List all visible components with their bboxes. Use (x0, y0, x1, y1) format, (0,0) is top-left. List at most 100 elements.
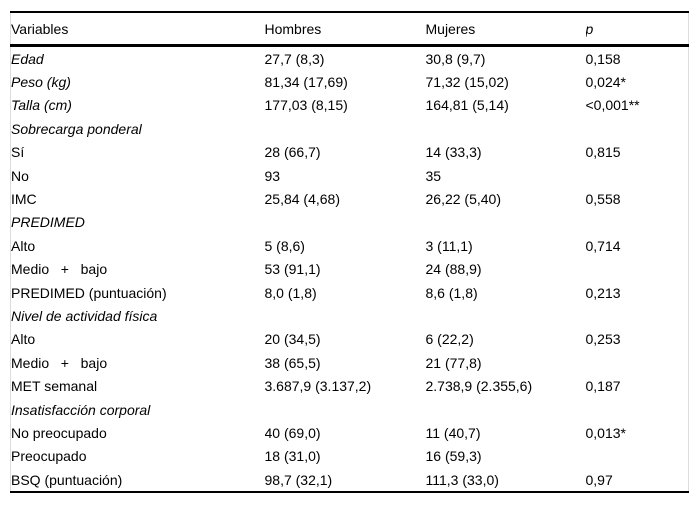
column-header-hombres: Hombres (264, 12, 426, 47)
table-row: No 93 35 (11, 164, 689, 187)
table-row: Nivel de actividad física (11, 304, 689, 327)
table-row: BSQ (puntuación) 98,7 (32,1) 111,3 (33,0) 0… (11, 468, 689, 492)
p-cell: 0,213 (585, 284, 621, 301)
table-row: Peso (kg) 81,34 (17,69) 71,32 (15,02) 0,024… (11, 70, 689, 93)
hombres-cell: 25,84 (4,68) (264, 191, 341, 208)
mujeres-cell (426, 304, 586, 327)
p-cell (586, 398, 689, 421)
mujeres-cell: 3 (11,1) (425, 237, 473, 254)
variable-cell: BSQ (puntuación) (11, 471, 123, 488)
p-cell: 0,97 (585, 471, 613, 488)
table-row: No preocupado 40 (69,0) 11 (40,7) 0,013* (11, 421, 689, 444)
hombres-cell: 5 (8,6) (264, 237, 305, 254)
variable-cell: MET semanal (11, 378, 98, 395)
table-row: Edad 27,7 (8,3) 30,8 (9,7) 0,158 (11, 46, 689, 71)
p-cell (586, 351, 689, 374)
p-cell (586, 258, 689, 281)
p-cell: 0,714 (585, 237, 621, 254)
p-cell (586, 164, 689, 187)
table-row: Alto 5 (8,6) 3 (11,1) 0,714 (11, 234, 689, 257)
variable-cell: No (11, 167, 29, 184)
hombres-cell: 40 (69,0) (264, 424, 321, 441)
hombres-cell: 98,7 (32,1) (264, 471, 333, 488)
variable-cell: IMC (11, 191, 37, 208)
hombres-cell: 3.687,9 (3.137,2) (264, 378, 372, 395)
variable-cell: Medio + bajo (11, 354, 108, 371)
variable-cell: PREDIMED (11, 214, 85, 231)
mujeres-cell: 71,32 (15,02) (425, 74, 509, 91)
table-row: MET semanal 3.687,9 (3.137,2) 2.738,9 (2.3… (11, 374, 689, 397)
hombres-cell: 8,0 (1,8) (264, 284, 317, 301)
column-header-variables: Variables (10, 12, 265, 47)
p-cell: 0,558 (585, 191, 621, 208)
mujeres-cell: 164,81 (5,14) (425, 97, 509, 114)
statistics-table: Variables Hombres Mujeres p Edad 27,7 (8,… (10, 11, 689, 494)
p-cell: 0,013* (585, 424, 626, 441)
variable-cell: PREDIMED (puntuación) (11, 284, 167, 301)
table-row: Sobrecarga ponderal (11, 117, 689, 140)
mujeres-cell: 14 (33,3) (425, 144, 482, 161)
mujeres-cell: 8,6 (1,8) (425, 284, 478, 301)
table-body: Edad 27,7 (8,3) 30,8 (9,7) 0,158 Peso (kg) 81… (11, 46, 689, 493)
hombres-cell: 93 (264, 167, 281, 184)
header-row: Variables Hombres Mujeres p (10, 12, 689, 47)
hombres-cell: 81,34 (17,69) (264, 74, 348, 91)
p-cell (586, 211, 689, 234)
mujeres-cell: 35 (425, 167, 442, 184)
mujeres-cell: 16 (59,3) (425, 448, 482, 465)
variable-cell: Peso (kg) (11, 74, 71, 91)
p-cell: 0,815 (585, 144, 621, 161)
column-header-p: p (585, 12, 689, 47)
p-cell (586, 117, 689, 140)
mujeres-cell (426, 211, 586, 234)
table-row: IMC 25,84 (4,68) 26,22 (5,40) 0,558 (11, 187, 689, 210)
table-row: Sí 28 (66,7) 14 (33,3) 0,815 (11, 141, 689, 164)
variable-cell: Alto (11, 331, 36, 348)
variable-cell: Alto (11, 237, 36, 254)
mujeres-cell: 30,8 (9,7) (425, 50, 486, 67)
hombres-cell (265, 398, 426, 421)
p-cell: 0,024* (585, 74, 626, 91)
variable-cell: Talla (cm) (11, 97, 72, 114)
variable-cell: Nivel de actividad física (11, 307, 158, 324)
mujeres-cell: 11 (40,7) (425, 424, 481, 441)
hombres-cell: 177,03 (8,15) (264, 97, 348, 114)
variable-cell: Edad (11, 50, 44, 67)
hombres-cell (265, 117, 426, 140)
mujeres-cell: 6 (22,2) (425, 331, 474, 348)
mujeres-cell: 21 (77,8) (425, 354, 482, 371)
table-row: Medio + bajo 38 (65,5) 21 (77,8) (11, 351, 689, 374)
table-row: Talla (cm) 177,03 (8,15) 164,81 (5,14) <0,0… (11, 94, 689, 117)
p-cell: 0,187 (585, 378, 621, 395)
table-row: Alto 20 (34,5) 6 (22,2) 0,253 (11, 328, 689, 351)
hombres-cell: 27,7 (8,3) (264, 50, 325, 67)
mujeres-cell: 26,22 (5,40) (425, 191, 502, 208)
table-header: Variables Hombres Mujeres p (10, 12, 689, 47)
mujeres-cell (426, 398, 586, 421)
mujeres-cell: 24 (88,9) (425, 261, 482, 278)
table-row: Insatisfacción corporal (11, 398, 689, 421)
variable-cell: Medio + bajo (11, 261, 108, 278)
variable-cell: No preocupado (11, 424, 107, 441)
hombres-cell: 28 (66,7) (264, 144, 321, 161)
table-row: Preocupado 18 (31,0) 16 (59,3) (11, 445, 689, 468)
table-row: PREDIMED (puntuación) 8,0 (1,8) 8,6 (1,8) 0… (11, 281, 689, 304)
p-cell (586, 445, 689, 468)
hombres-cell (265, 211, 426, 234)
mujeres-cell (426, 117, 586, 140)
p-cell (586, 304, 689, 327)
p-cell: 0,158 (585, 50, 621, 67)
hombres-cell: 38 (65,5) (264, 354, 321, 371)
hombres-cell (265, 304, 426, 327)
variable-cell: Sí (11, 144, 25, 161)
hombres-cell: 53 (91,1) (264, 261, 321, 278)
table-row: Medio + bajo 53 (91,1) 24 (88,9) (11, 258, 689, 281)
p-cell: 0,253 (585, 331, 621, 348)
variable-cell: Sobrecarga ponderal (11, 120, 142, 137)
variable-cell: Preocupado (11, 448, 87, 465)
column-header-mujeres: Mujeres (425, 12, 586, 47)
variable-cell: Insatisfacción corporal (11, 401, 151, 418)
mujeres-cell: 2.738,9 (2.355,6) (425, 378, 533, 395)
table-row: PREDIMED (11, 211, 689, 234)
